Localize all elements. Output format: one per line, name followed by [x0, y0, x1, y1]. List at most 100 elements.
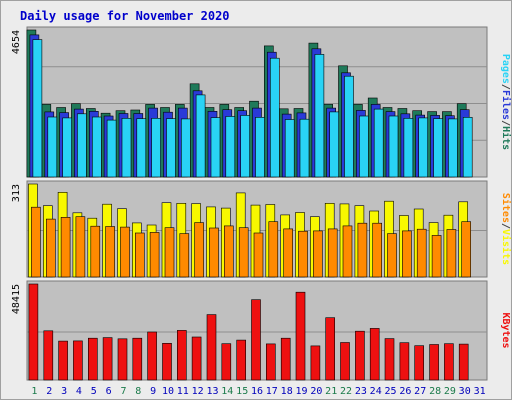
kbytes-kbytes-bar-day-17 [265, 343, 276, 381]
x-axis-label-day-16: 16 [251, 386, 263, 397]
hits-files-pages-pages-bar-day-19 [299, 118, 310, 178]
x-axis-label-day-28: 28 [429, 386, 441, 397]
hits-files-pages-pages-bar-day-6 [106, 119, 117, 178]
hits-files-pages-pages-bar-day-25 [388, 115, 399, 178]
x-axis-label-day-29: 29 [444, 386, 456, 397]
visits-sites-sites-bar-day-27 [416, 228, 427, 278]
x-axis-label-day-1: 1 [31, 386, 37, 397]
visits-sites-legend: Sites/Visits [500, 193, 511, 265]
x-axis-label-day-14: 14 [221, 386, 233, 397]
x-axis-label-day-20: 20 [310, 386, 322, 397]
visits-sites-sites-bar-day-25 [387, 233, 397, 278]
kbytes-kbytes-bar-day-29 [444, 343, 454, 381]
chart-title: Daily usage for November 2020 [20, 9, 230, 23]
hits-files-pages-pages-bar-day-20 [314, 54, 325, 178]
hits-files-pages-pages-bar-day-16 [255, 117, 265, 178]
visits-sites-legend-part-2: Visits [500, 229, 511, 265]
x-axis-label-day-5: 5 [91, 386, 97, 397]
hits-files-pages-pages-bar-day-24 [373, 108, 384, 178]
kbytes-kbytes-bar-day-4 [73, 340, 83, 381]
visits-sites-y-max-label: 313 [11, 184, 22, 202]
kbytes-kbytes-bar-day-28 [429, 344, 439, 381]
hits-files-pages-pages-bar-day-22 [344, 75, 354, 178]
visits-sites-sites-bar-day-8 [135, 232, 145, 278]
visits-sites-sites-bar-day-17 [268, 221, 279, 278]
kbytes-legend: KBytes [500, 312, 511, 348]
x-axis-label-day-2: 2 [46, 386, 52, 397]
visits-sites-sites-bar-day-28 [431, 235, 442, 278]
hits-files-pages-legend: Pages/Files/Hits [500, 54, 511, 150]
x-axis-label-day-27: 27 [414, 386, 426, 397]
hits-files-pages-pages-bar-day-9 [151, 118, 161, 178]
hits-files-pages-pages-bar-day-7 [121, 118, 132, 178]
visits-sites-sites-bar-day-12 [194, 222, 204, 278]
hits-files-pages-legend-part-3: / [500, 120, 511, 126]
visits-sites-sites-bar-day-11 [179, 233, 190, 278]
hits-files-pages-pages-bar-day-14 [225, 116, 236, 178]
visits-sites-legend-part-1: / [500, 223, 511, 229]
x-axis-label-day-23: 23 [355, 386, 367, 397]
x-axis-label-day-8: 8 [135, 386, 141, 397]
kbytes-kbytes-bar-day-26 [399, 342, 410, 381]
x-axis-label-day-17: 17 [266, 386, 278, 397]
x-axis-label-day-30: 30 [459, 386, 471, 397]
hits-files-pages-pages-bar-day-29 [448, 118, 458, 178]
kbytes-kbytes-bar-day-15 [236, 339, 246, 381]
kbytes-kbytes-bar-day-20 [310, 345, 321, 381]
kbytes-legend-part-0: KBytes [500, 312, 511, 348]
x-axis-label-day-24: 24 [370, 386, 382, 397]
hits-files-pages-pages-bar-day-21 [329, 111, 340, 178]
hits-files-pages-legend-part-0: Pages [500, 54, 511, 84]
kbytes-kbytes-bar-day-14 [221, 343, 232, 381]
hits-files-pages-pages-bar-day-2 [47, 116, 58, 178]
kbytes-kbytes-bar-day-6 [102, 337, 113, 381]
x-axis-label-day-10: 10 [162, 386, 174, 397]
visits-sites-sites-bar-day-15 [238, 227, 249, 278]
hits-files-pages-pages-bar-day-13 [210, 117, 221, 178]
hits-files-pages-pages-bar-day-8 [136, 118, 147, 178]
hits-files-pages-pages-bar-day-5 [92, 116, 102, 178]
x-axis-label-day-6: 6 [106, 386, 112, 397]
kbytes-y-max-label: 48415 [11, 284, 22, 314]
visits-sites-sites-bar-day-19 [298, 230, 308, 278]
kbytes-kbytes-bar-day-9 [147, 331, 157, 381]
visits-sites-sites-bar-day-23 [357, 222, 368, 278]
hits-files-pages-pages-bar-day-23 [359, 115, 369, 178]
x-axis-label-day-18: 18 [281, 386, 293, 397]
kbytes-kbytes-bar-day-22 [340, 342, 350, 381]
x-axis-label-day-9: 9 [150, 386, 156, 397]
hits-files-pages-pages-bar-day-12 [195, 94, 206, 178]
hits-files-pages-pages-bar-day-26 [403, 118, 414, 178]
visits-sites-sites-bar-day-14 [224, 225, 234, 278]
visits-sites-sites-bar-day-18 [283, 228, 294, 278]
kbytes-kbytes-bar-day-12 [191, 336, 202, 381]
visits-sites-sites-bar-day-9 [149, 232, 160, 278]
hits-files-pages-pages-bar-day-28 [433, 118, 443, 178]
hits-files-pages-pages-bar-day-10 [166, 118, 176, 178]
kbytes-kbytes-bar-day-30 [458, 343, 469, 381]
visits-sites-sites-bar-day-13 [209, 227, 219, 278]
hits-files-pages-pages-bar-day-30 [462, 117, 473, 178]
hits-files-pages-legend-part-1: / [500, 84, 511, 90]
visits-sites-sites-bar-day-3 [60, 217, 71, 278]
x-axis-label-day-21: 21 [325, 386, 337, 397]
x-axis-label-day-19: 19 [295, 386, 307, 397]
x-axis-label-day-3: 3 [61, 386, 67, 397]
x-axis-label-day-22: 22 [340, 386, 352, 397]
visits-sites-sites-bar-day-1 [31, 206, 41, 278]
visits-sites-sites-bar-day-4 [75, 216, 86, 278]
hits-files-pages-pages-bar-day-1 [32, 39, 43, 178]
x-axis-label-day-11: 11 [177, 386, 189, 397]
x-axis-label-day-31: 31 [474, 386, 486, 397]
x-axis-label-day-15: 15 [236, 386, 248, 397]
kbytes-kbytes-bar-day-19 [295, 291, 306, 381]
hits-files-pages-pages-bar-day-18 [284, 119, 295, 178]
hits-files-pages-pages-bar-day-15 [240, 115, 250, 178]
kbytes-kbytes-bar-day-25 [384, 338, 395, 381]
kbytes-kbytes-bar-day-27 [414, 345, 425, 381]
x-axis-label-day-12: 12 [192, 386, 204, 397]
visits-sites-legend-part-0: Sites [500, 193, 511, 223]
visits-sites-sites-bar-day-16 [253, 232, 264, 278]
kbytes-kbytes-bar-day-3 [58, 340, 68, 381]
